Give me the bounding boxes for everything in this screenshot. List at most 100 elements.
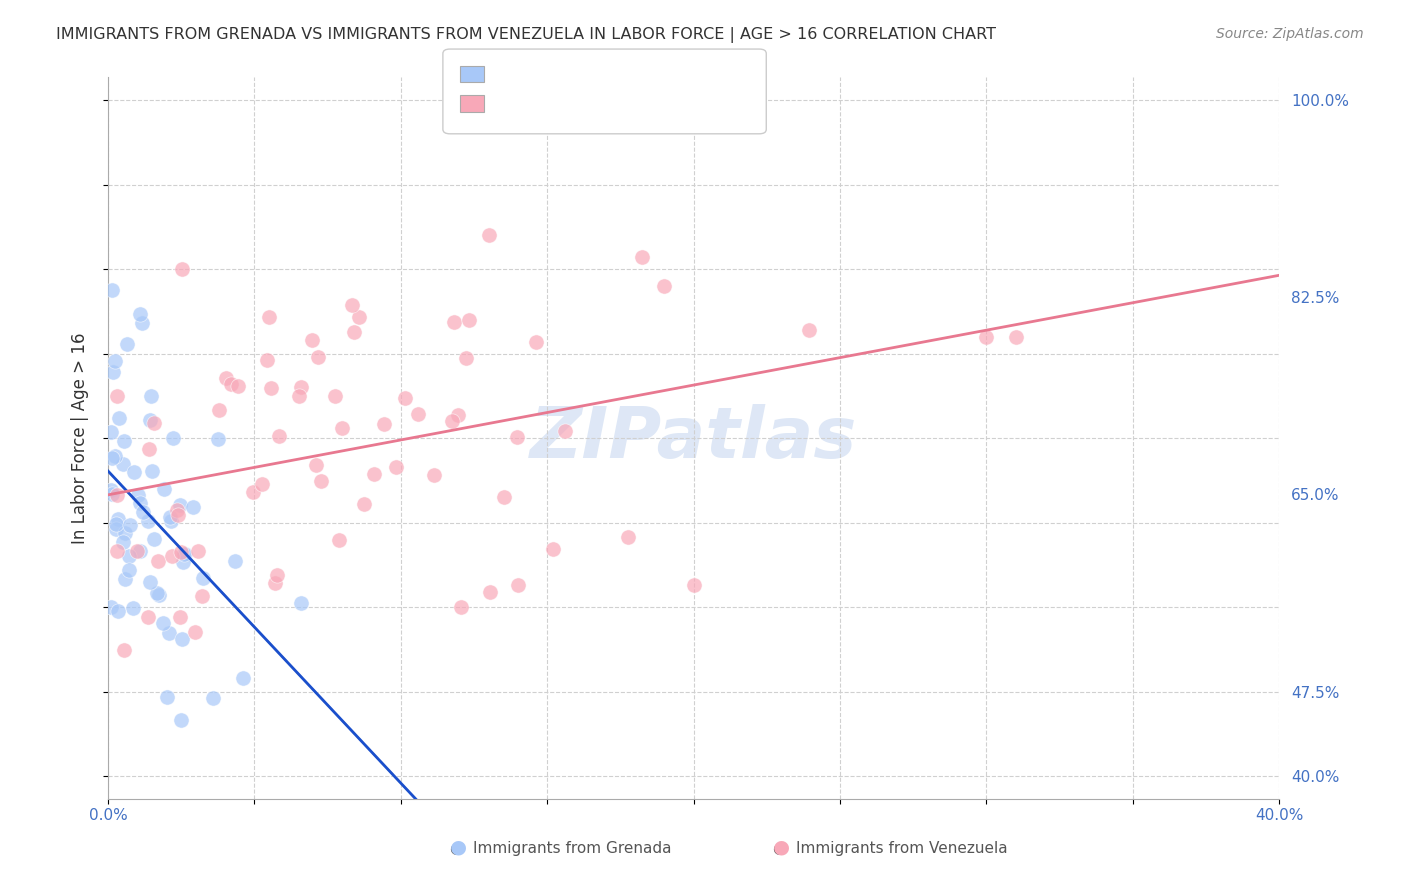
Point [128,307,150,321]
Point [100,483,122,497]
Point [157,625,180,640]
Text: 0.226: 0.226 [503,105,555,123]
Point [219,376,242,391]
Point [652,279,675,293]
Point [118,518,141,533]
Point [458,313,481,327]
Point [1004,329,1026,343]
Point [232,671,254,685]
Point [242,485,264,500]
Point [797,323,820,337]
Y-axis label: In Labor Force | Age > 16: In Labor Force | Age > 16 [72,333,89,544]
Point [122,465,145,479]
Text: IMMIGRANTS FROM GRENADA VS IMMIGRANTS FROM VENEZUELA IN LABOR FORCE | AGE > 16 C: IMMIGRANTS FROM GRENADA VS IMMIGRANTS FR… [56,27,997,43]
Point [226,379,249,393]
Point [250,476,273,491]
Point [454,351,477,366]
Point [214,371,236,385]
Text: R =: R = [471,105,508,123]
Point [172,555,194,569]
Point [363,467,385,481]
Point [631,250,654,264]
Text: Source: ZipAtlas.com: Source: ZipAtlas.com [1216,27,1364,41]
Point [494,490,516,504]
Point [394,391,416,405]
Point [353,497,375,511]
Point [138,442,160,456]
Point [143,416,166,430]
Point [162,431,184,445]
Point [132,505,155,519]
Point [101,487,124,501]
Point [174,548,197,562]
Point [107,604,129,618]
Point [108,411,131,425]
Point [138,514,160,528]
Point [153,482,176,496]
Point [323,389,346,403]
Point [118,563,141,577]
Point [160,549,183,563]
Point [187,543,209,558]
Point [224,554,246,568]
Point [423,468,446,483]
Point [307,351,329,365]
Point [101,283,124,297]
Point [139,575,162,590]
Point [260,381,283,395]
Point [208,402,231,417]
Point [143,532,166,546]
Point [385,460,408,475]
Point [138,413,160,427]
Point [100,425,122,439]
Point [526,335,548,350]
Point [107,511,129,525]
Point [170,713,193,727]
Point [117,549,139,563]
Point [136,609,159,624]
Point [105,544,128,558]
Point [104,449,127,463]
Point [506,429,529,443]
Point [141,464,163,478]
Point [100,599,122,614]
Point [506,577,529,591]
Point [122,601,145,615]
Text: ●: ● [450,838,467,856]
Point [343,325,366,339]
Point [974,329,997,343]
Point [554,424,576,438]
Point [148,554,170,568]
Text: N =: N = [569,76,606,94]
Point [104,517,127,532]
Point [105,522,128,536]
Point [256,352,278,367]
Point [112,434,135,448]
Text: ●  Immigrants from Venezuela: ● Immigrants from Venezuela [773,841,1008,856]
Point [103,365,125,379]
Point [148,588,170,602]
Point [129,496,152,510]
Text: 57: 57 [602,76,624,94]
Point [682,577,704,591]
Point [159,515,181,529]
Point [125,543,148,558]
Text: 64: 64 [602,105,624,123]
Point [152,616,174,631]
Point [301,333,323,347]
Text: ZIPatlas: ZIPatlas [530,403,858,473]
Point [330,420,353,434]
Point [128,544,150,558]
Point [114,525,136,540]
Point [105,389,128,403]
Point [349,310,371,324]
Point [290,379,312,393]
Point [202,691,225,706]
Point [127,488,149,502]
Point [183,500,205,515]
Point [115,337,138,351]
Point [443,315,465,329]
Point [104,354,127,368]
Point [170,632,193,646]
Point [266,568,288,582]
